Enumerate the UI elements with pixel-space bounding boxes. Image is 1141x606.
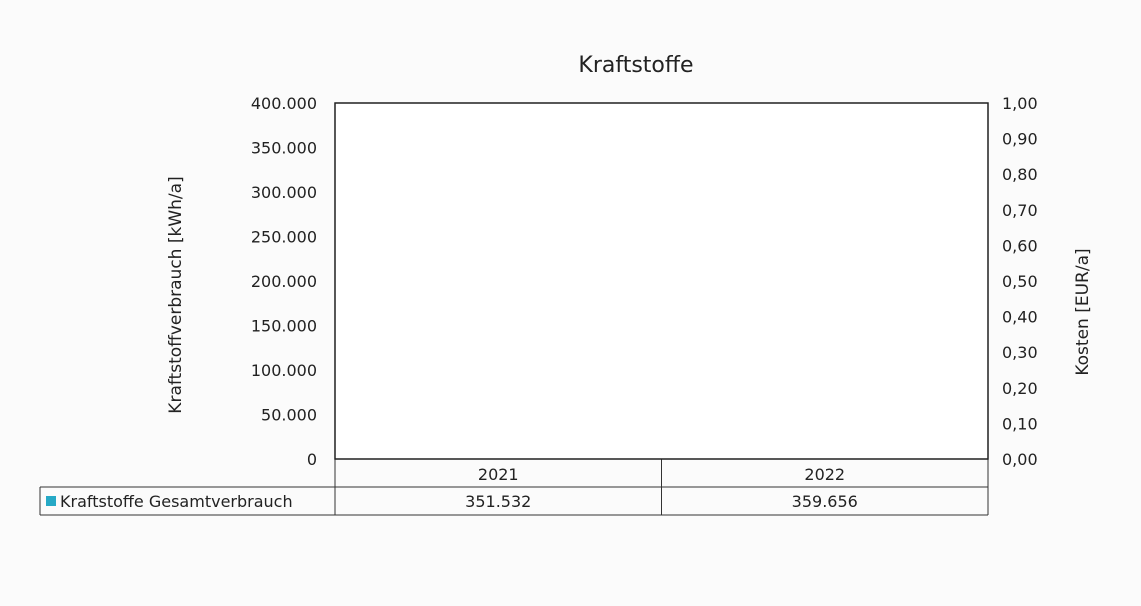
- chart-title: Kraftstoffe: [578, 53, 693, 78]
- y2-tick-label: 0,50: [1002, 272, 1038, 291]
- y2-tick-label: 0,60: [1002, 236, 1038, 255]
- legend-swatch: [46, 496, 56, 506]
- y2-tick-label: 0,70: [1002, 201, 1038, 220]
- y-tick-label: 300.000: [251, 183, 317, 202]
- y-tick-label: 400.000: [251, 94, 317, 113]
- data-label: 351.532: [465, 492, 531, 511]
- legend-label: Kraftstoffe Gesamtverbrauch: [60, 492, 293, 511]
- y-tick-label: 250.000: [251, 228, 317, 247]
- y-tick-label: 200.000: [251, 272, 317, 291]
- y2-tick-label: 0,40: [1002, 308, 1038, 327]
- y2-axis-label: Kosten [EUR/a]: [1073, 248, 1093, 375]
- y-tick-label: 350.000: [251, 139, 317, 158]
- y2-tick-label: 0,80: [1002, 165, 1038, 184]
- y2-tick-label: 0,20: [1002, 379, 1038, 398]
- y2-tick-label: 0,10: [1002, 414, 1038, 433]
- axes: 0 50.000 100.000 150.000 200.000 250.000 300.0…: [251, 94, 1038, 469]
- y-tick-label: 150.000: [251, 317, 317, 336]
- x-tick-label: 2021: [478, 465, 519, 484]
- y-tick-label: 50.000: [261, 406, 317, 425]
- y2-tick-label: 1,00: [1002, 94, 1038, 113]
- y-axis-label: Kraftstoffverbrauch [kWh/a]: [166, 176, 186, 413]
- y2-tick-label: 0,30: [1002, 343, 1038, 362]
- plot-frame: [334, 102, 989, 460]
- y-tick-label: 100.000: [251, 361, 317, 380]
- y-tick-label: 0: [307, 450, 317, 469]
- plot-area: [334, 102, 989, 460]
- data-label: 359.656: [792, 492, 858, 511]
- data-table: 2021 351.532 2022 359.656 Kraftstoffe Gesamt…: [39, 459, 989, 516]
- y2-tick-label: 0,00: [1002, 450, 1038, 469]
- x-tick-label: 2022: [804, 465, 845, 484]
- y2-tick-label: 0,90: [1002, 130, 1038, 149]
